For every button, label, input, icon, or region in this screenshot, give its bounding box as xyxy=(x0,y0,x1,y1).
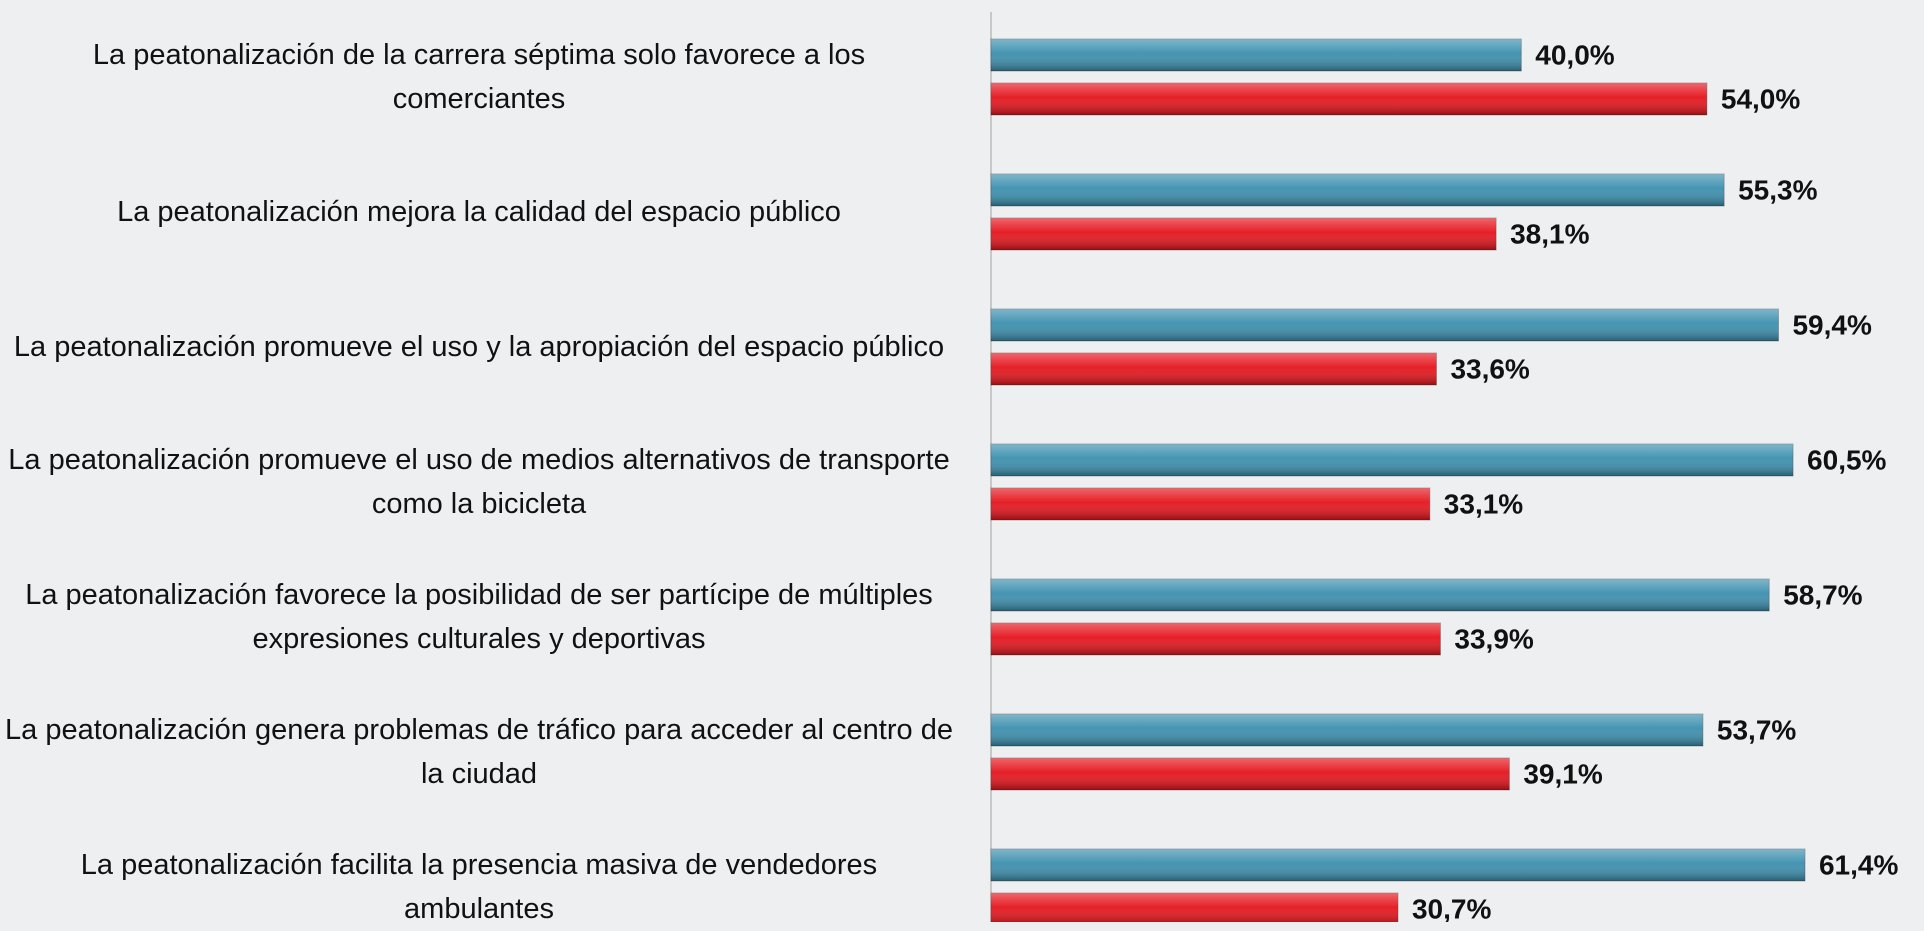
bar xyxy=(990,38,1522,72)
category-label: La peatonalización genera problemas de t… xyxy=(5,714,953,790)
value-label: 58,7% xyxy=(1783,579,1862,610)
value-label: 53,7% xyxy=(1717,714,1796,745)
category-label: La peatonalización de la carrera séptima… xyxy=(92,39,866,115)
bar xyxy=(990,443,1794,477)
value-label: 40,0% xyxy=(1535,39,1614,70)
value-label: 55,3% xyxy=(1738,174,1817,205)
value-label: 61,4% xyxy=(1819,849,1898,880)
value-label: 33,6% xyxy=(1450,353,1529,384)
bar xyxy=(990,352,1437,386)
value-label: 33,1% xyxy=(1444,488,1523,519)
bar xyxy=(990,578,1770,612)
value-label: 30,7% xyxy=(1412,893,1491,922)
category-label: La peatonalización mejora la calidad del… xyxy=(117,196,841,228)
bar xyxy=(990,622,1441,656)
bar xyxy=(990,892,1399,922)
value-label: 60,5% xyxy=(1807,444,1886,475)
category-label: La peatonalización promueve el uso de me… xyxy=(8,444,950,520)
category-label: La peatonalización facilita la presencia… xyxy=(80,849,878,925)
bar xyxy=(990,713,1704,747)
value-label: 59,4% xyxy=(1792,309,1871,340)
bar xyxy=(990,82,1708,116)
bar xyxy=(990,757,1510,791)
value-label: 38,1% xyxy=(1510,218,1589,249)
value-label: 54,0% xyxy=(1721,83,1800,114)
value-label: 39,1% xyxy=(1523,758,1602,789)
value-label: 33,9% xyxy=(1454,623,1533,654)
bar xyxy=(990,487,1431,521)
bar xyxy=(990,308,1779,342)
bar xyxy=(990,848,1806,882)
bar xyxy=(990,217,1497,251)
bar xyxy=(990,173,1725,207)
category-label: La peatonalización promueve el uso y la … xyxy=(13,331,945,363)
category-label: La peatonalización favorece la posibilid… xyxy=(25,579,933,655)
